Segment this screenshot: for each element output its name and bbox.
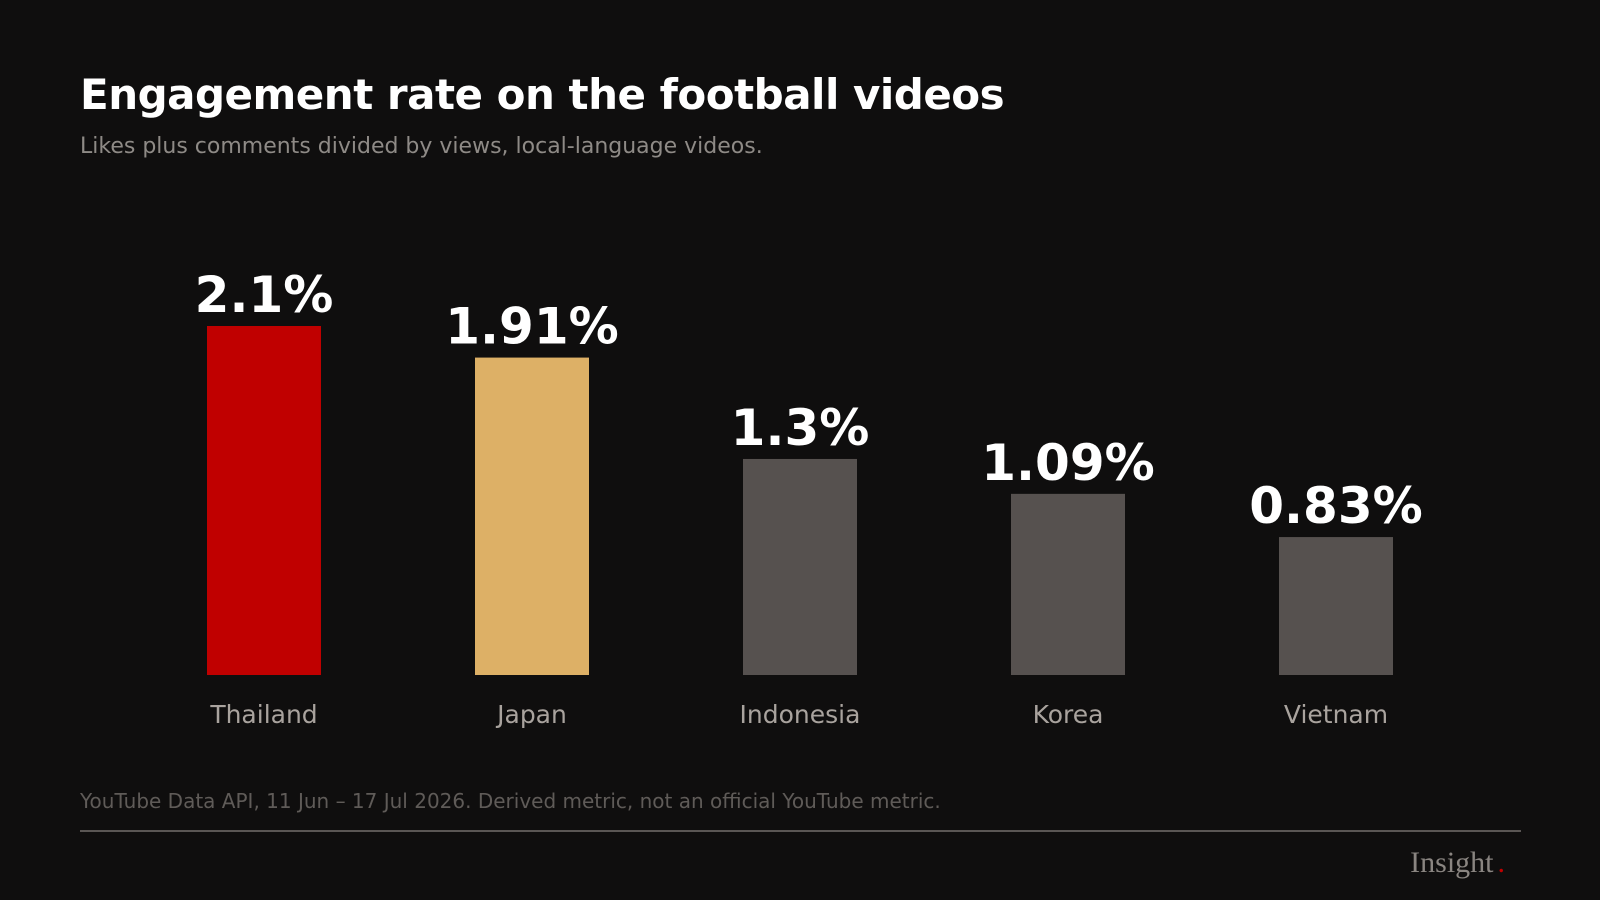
category-label-indonesia: Indonesia bbox=[740, 700, 861, 729]
category-label-thailand: Thailand bbox=[209, 700, 317, 729]
category-label-vietnam: Vietnam bbox=[1284, 700, 1388, 729]
footer-divider bbox=[80, 830, 1521, 832]
bar-korea bbox=[1011, 493, 1125, 675]
category-label-korea: Korea bbox=[1033, 700, 1104, 729]
bar-vietnam bbox=[1279, 537, 1393, 675]
bar-chart: 2.1% Thailand 1.91% Japan 1.3% Indonesia 1.09%… bbox=[195, 266, 1423, 729]
value-label-korea: 1.09% bbox=[981, 434, 1154, 492]
value-label-thailand: 2.1% bbox=[195, 266, 334, 324]
brand-dot: . bbox=[1497, 846, 1506, 879]
brand-logo: Insight. bbox=[1410, 846, 1505, 880]
category-label-japan: Japan bbox=[495, 700, 567, 729]
source-note: YouTube Data API, 11 Jun – 17 Jul 2026. … bbox=[80, 789, 941, 813]
bar-thailand bbox=[207, 326, 321, 675]
brand-name: Insight bbox=[1410, 846, 1494, 879]
bar-japan bbox=[475, 357, 589, 675]
chart-subtitle: Likes plus comments divided by views, lo… bbox=[80, 134, 763, 159]
value-label-japan: 1.91% bbox=[445, 298, 618, 356]
bar-indonesia bbox=[743, 458, 857, 675]
value-label-vietnam: 0.83% bbox=[1249, 477, 1422, 535]
chart-title: Engagement rate on the football videos bbox=[80, 70, 1005, 119]
value-label-indonesia: 1.3% bbox=[731, 399, 870, 457]
